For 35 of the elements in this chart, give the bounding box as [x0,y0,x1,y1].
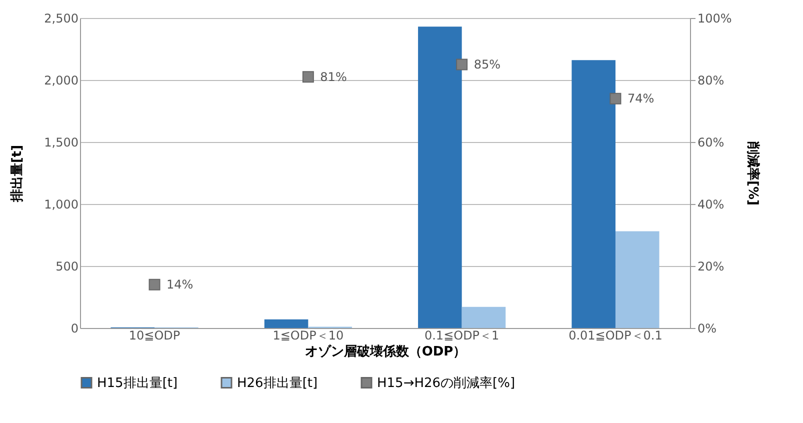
y2-tick-label: 40% [698,198,724,212]
point [456,58,468,70]
legend-label: H26排出量[t] [237,376,318,391]
x-tick-label: 0.1≦ODP＜1 [424,328,500,342]
y2-tick-label: 20% [698,260,724,274]
y2-tick-label: 80% [698,74,724,88]
y-tick-label: 500 [56,260,78,274]
y-axis-title: 排出量[t] [10,144,26,204]
y-tick-label: 1,000 [44,198,78,212]
bar [572,60,616,328]
y2-tick-label: 60% [698,136,724,150]
y-tick-label: 2,500 [44,12,78,26]
x-tick-label: 1≦ODP＜10 [272,328,344,342]
y2-axis-title: 削減率[%] [744,140,761,206]
data-label: 74% [627,92,654,106]
legend-label: H15→H26の削減率[%] [377,374,516,391]
y-tick-label: 2,000 [44,74,78,88]
x-axis-title: オゾン層破壊係数（ODP） [304,344,466,360]
data-label: 81% [320,70,347,84]
x-tick-label: 10≦ODP [128,328,180,342]
legend-label: H15排出量[t] [97,376,178,391]
data-label: 85% [474,58,500,72]
bar [418,26,462,328]
point [148,278,160,290]
y2-tick-label: 0% [698,322,717,336]
x-tick-label: 0.01≦ODP＜0.1 [568,328,662,342]
point [302,71,314,83]
y-tick-label: 1,500 [44,136,78,150]
y2-tick-label: 100% [698,12,732,26]
y-tick-label: 0 [70,322,78,336]
data-label: 14% [166,278,194,292]
bar [264,319,308,328]
bar [462,306,506,328]
point [610,92,622,104]
bar [615,231,660,328]
